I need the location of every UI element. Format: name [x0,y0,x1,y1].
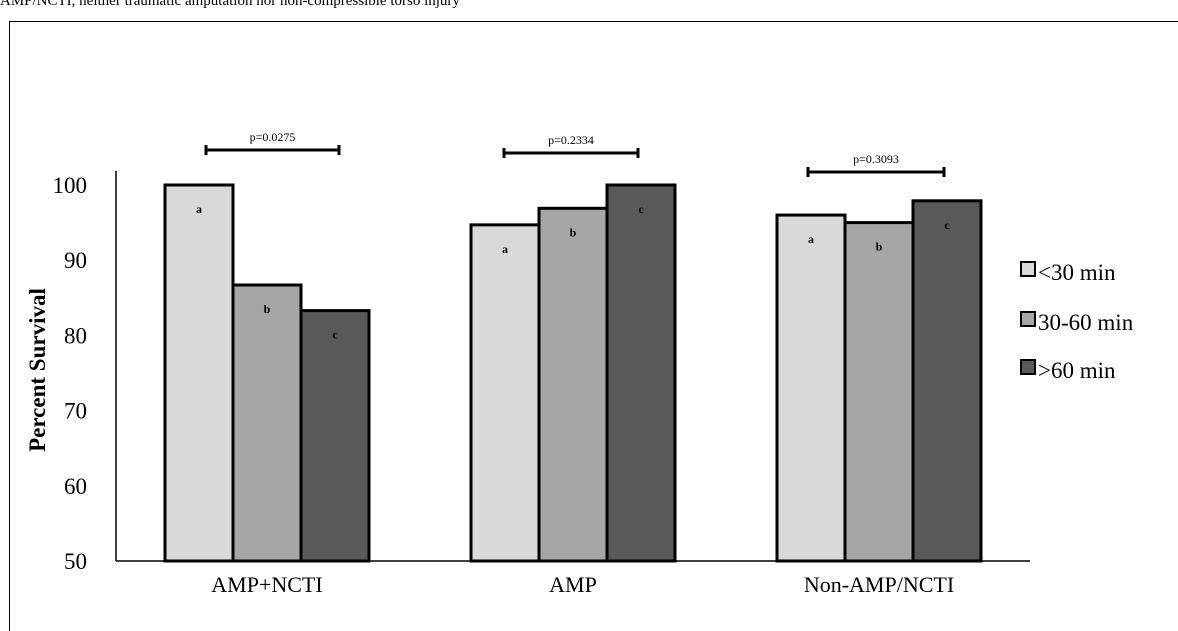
y-axis-label: Percent Survival [25,288,50,452]
bar-letter-label: b [876,240,883,254]
y-tick-label: 100 [53,173,88,198]
bar-letter-label: b [570,225,577,239]
bar [843,221,915,563]
legend-swatch [1020,359,1036,375]
bar [231,283,303,563]
bar-letter-label: a [808,232,814,246]
legend-label: 30-60 min [1038,310,1134,335]
bar [537,206,609,563]
bar [605,183,677,563]
bar-letter-label: c [638,202,644,216]
y-tick-label: 90 [64,248,87,273]
y-tick-label: 50 [64,549,87,574]
legend-swatch [1020,261,1036,277]
bar [299,309,371,563]
y-tick-label: 60 [64,474,87,499]
bar-letter-label: c [332,328,338,342]
bar-letter-label: c [944,218,950,232]
y-tick-label: 70 [64,399,87,424]
bar [163,183,235,563]
p-value-label: p=0.2334 [548,133,594,147]
legend: <30 min 30-60 min >60 min [1020,260,1134,383]
bar [775,213,847,563]
figure-frame [9,21,1178,631]
bars: a b c AMP+NCTI a b c AMP a b c Non-AMP/NCTI p=0.0275… [163,130,983,597]
p-value-label: p=0.0275 [250,130,296,144]
legend-label: <30 min [1038,260,1116,285]
bar [911,199,983,563]
bar-letter-label: a [196,202,202,216]
legend-label: >60 min [1038,358,1116,383]
legend-swatch [1020,311,1036,327]
bar [469,223,541,563]
caption-text: AMP/NCTI, neither traumatic amputation n… [0,0,460,9]
bar-letter-label: b [264,302,271,316]
x-tick-label: AMP+NCTI [211,572,322,597]
p-value-label: p=0.3093 [853,152,899,166]
x-tick-label: Non-AMP/NCTI [804,572,954,597]
y-tick-label: 80 [64,323,87,348]
bar-letter-label: a [502,242,508,256]
x-tick-label: AMP [549,572,597,597]
